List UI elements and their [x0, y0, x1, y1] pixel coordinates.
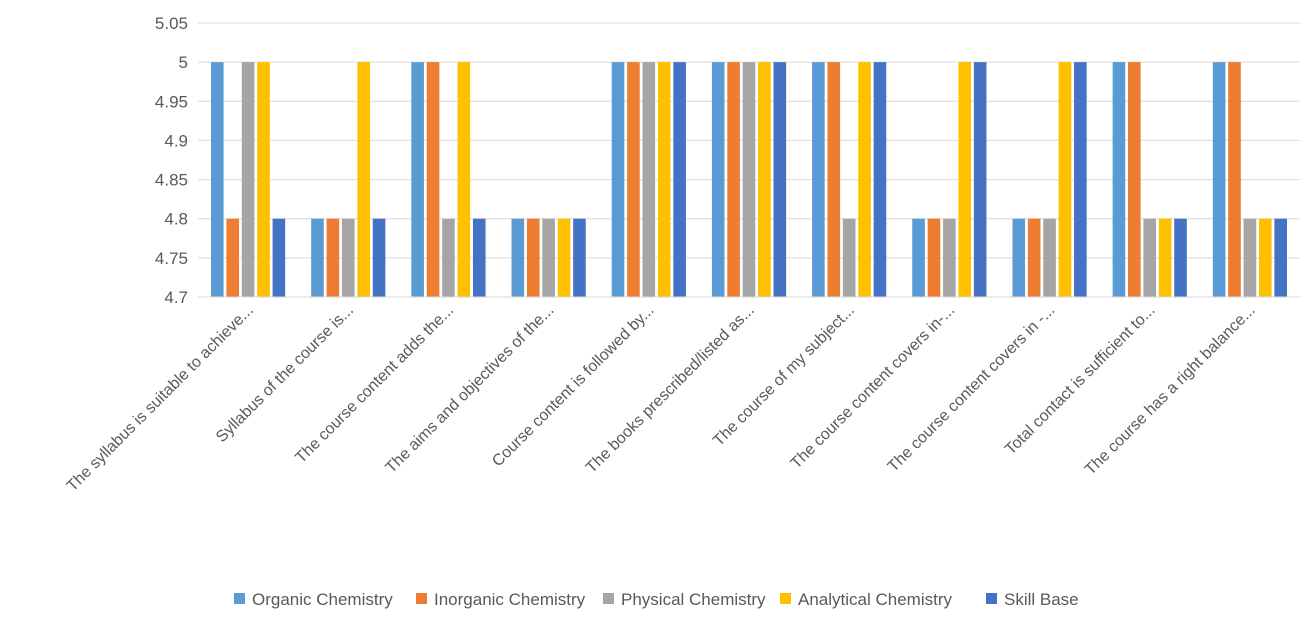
- bar-skill-base: [372, 218, 386, 297]
- x-tick-label: The course content covers in -...: [885, 302, 1059, 476]
- bar-physical-chemistry: [1243, 218, 1257, 297]
- bar-inorganic-chemistry: [426, 62, 440, 298]
- bar-physical-chemistry: [1043, 218, 1056, 297]
- bar-organic-chemistry: [210, 62, 224, 298]
- bar-inorganic-chemistry: [927, 218, 941, 297]
- x-axis-category-labels: The syllabus is suitable to achieve...Sy…: [64, 302, 1259, 495]
- y-tick-label: 4.95: [155, 92, 188, 111]
- bar-inorganic-chemistry: [727, 62, 740, 298]
- bar-skill-base: [973, 62, 987, 298]
- bar-inorganic-chemistry: [226, 218, 239, 297]
- bar-organic-chemistry: [1112, 62, 1126, 298]
- bar-analytical-chemistry: [657, 62, 671, 298]
- bar-organic-chemistry: [511, 218, 525, 297]
- bar-physical-chemistry: [742, 62, 756, 298]
- x-tick-label: The aims and objectives of the...: [383, 302, 558, 477]
- bar-inorganic-chemistry: [526, 218, 540, 297]
- bar-physical-chemistry: [241, 62, 255, 298]
- bar-physical-chemistry: [642, 62, 656, 298]
- y-tick-label: 5.05: [155, 14, 188, 33]
- bar-skill-base: [573, 218, 586, 297]
- legend-swatch: [986, 593, 997, 604]
- x-tick-label: The syllabus is suitable to achieve...: [64, 302, 257, 495]
- y-tick-label: 5: [179, 53, 188, 72]
- bar-inorganic-chemistry: [1027, 218, 1041, 297]
- legend-label: Skill Base: [1004, 590, 1079, 609]
- bar-inorganic-chemistry: [827, 62, 841, 298]
- legend-label: Organic Chemistry: [252, 590, 393, 609]
- bar-skill-base: [1274, 218, 1288, 297]
- x-tick-label: The course has a right balance...: [1082, 302, 1259, 479]
- bar-analytical-chemistry: [257, 62, 270, 298]
- bar-inorganic-chemistry: [1128, 62, 1141, 298]
- bar-skill-base: [1074, 62, 1087, 298]
- bar-skill-base: [272, 218, 286, 297]
- bar-analytical-chemistry: [1259, 218, 1272, 297]
- bar-organic-chemistry: [611, 62, 625, 298]
- bar-analytical-chemistry: [1158, 218, 1172, 297]
- y-tick-label: 4.8: [164, 210, 188, 229]
- bar-inorganic-chemistry: [1228, 62, 1241, 298]
- bar-organic-chemistry: [1212, 62, 1226, 298]
- x-tick-label: The books prescribed/listed as...: [583, 302, 758, 477]
- bar-analytical-chemistry: [858, 62, 871, 298]
- bar-organic-chemistry: [311, 218, 324, 297]
- bar-skill-base: [773, 62, 787, 298]
- bar-analytical-chemistry: [758, 62, 771, 298]
- bar-physical-chemistry: [1143, 218, 1157, 297]
- bar-organic-chemistry: [411, 62, 424, 298]
- bar-physical-chemistry: [943, 218, 956, 297]
- bars: [210, 62, 1288, 298]
- bar-analytical-chemistry: [1058, 62, 1072, 298]
- y-axis-ticks: 4.7 4.75 4.8 4.85 4.9 4.95 5 5.05: [155, 14, 188, 307]
- legend-swatch: [234, 593, 245, 604]
- legend-label: Inorganic Chemistry: [434, 590, 586, 609]
- bar-inorganic-chemistry: [627, 62, 640, 298]
- bar-physical-chemistry: [341, 218, 355, 297]
- legend-label: Physical Chemistry: [621, 590, 766, 609]
- bar-organic-chemistry: [1012, 218, 1026, 297]
- x-tick-label: The course content adds the...: [292, 302, 457, 467]
- bar-organic-chemistry: [711, 62, 725, 298]
- legend-swatch: [603, 593, 614, 604]
- bar-physical-chemistry: [542, 218, 555, 297]
- bar-physical-chemistry: [842, 218, 856, 297]
- bar-organic-chemistry: [912, 218, 925, 297]
- x-tick-label: The course content covers in-...: [788, 302, 958, 472]
- y-tick-label: 4.9: [164, 131, 188, 150]
- legend-swatch: [780, 593, 791, 604]
- y-tick-label: 4.75: [155, 249, 188, 268]
- bar-analytical-chemistry: [457, 62, 471, 298]
- bar-organic-chemistry: [812, 62, 825, 298]
- bar-analytical-chemistry: [557, 218, 571, 297]
- bar-analytical-chemistry: [958, 62, 972, 298]
- y-tick-label: 4.85: [155, 171, 188, 190]
- legend-swatch: [416, 593, 427, 604]
- bar-skill-base: [673, 62, 686, 298]
- bar-skill-base: [873, 62, 887, 298]
- bar-physical-chemistry: [442, 218, 455, 297]
- legend: Organic Chemistry Inorganic Chemistry Phys…: [234, 590, 1079, 609]
- bar-skill-base: [472, 218, 486, 297]
- bar-skill-base: [1174, 218, 1187, 297]
- bar-inorganic-chemistry: [326, 218, 340, 297]
- x-tick-label: Course content is followed by...: [489, 302, 657, 470]
- bar-analytical-chemistry: [357, 62, 370, 298]
- y-tick-label: 4.7: [164, 288, 188, 307]
- legend-label: Analytical Chemistry: [798, 590, 952, 609]
